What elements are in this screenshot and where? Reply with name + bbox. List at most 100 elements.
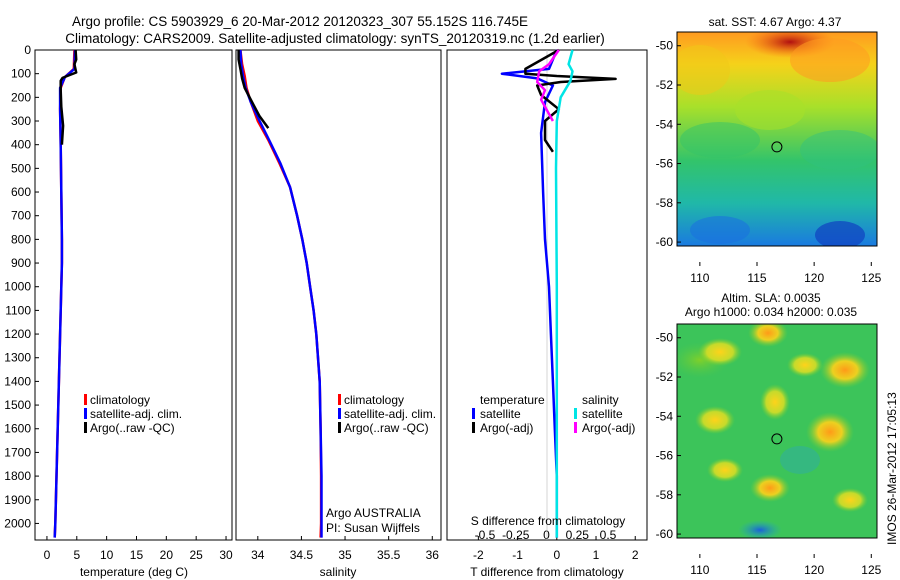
lat-tick-label: -60 — [656, 527, 674, 541]
sla-map-frame — [676, 323, 878, 539]
sst-map-panel: sat. SST: 4.67 Argo: 4.37 -50-52-54-56-5… — [656, 15, 882, 285]
lon-tick-label: 110 — [690, 563, 709, 577]
depth-tick-label: 500 — [11, 161, 31, 175]
lat-tick-label: -56 — [656, 157, 674, 171]
depth-tick-label: 0 — [24, 43, 31, 57]
x-tick-label: 36 — [426, 548, 440, 562]
salinity-plot-frame — [235, 49, 442, 541]
depth-tick-label: 900 — [11, 256, 31, 270]
lon-tick-label: 110 — [690, 271, 709, 285]
sst-heatmap — [677, 32, 877, 246]
x-tick-label: 34.5 — [290, 548, 314, 562]
lat-tick-label: -52 — [656, 78, 674, 92]
legend-swatch-s-satellite — [574, 408, 577, 419]
s-difference-axis-label: S difference from climatology — [471, 514, 626, 528]
series-line — [239, 49, 323, 538]
sst-map-title: sat. SST: 4.67 Argo: 4.37 — [709, 15, 842, 29]
depth-tick-label: 1600 — [4, 422, 31, 436]
legend-label-climatology: climatology — [344, 393, 404, 407]
depth-tick-label: 800 — [11, 232, 31, 246]
legend-label-s-argo: Argo(-adj) — [582, 421, 635, 435]
sla-map-axes: -50 -52 -54 -56 -58 -60 110 115 120 125 — [656, 331, 882, 577]
legend-swatch-t-argo — [472, 422, 475, 433]
legend-swatch-argo — [338, 422, 341, 433]
x-tick-label: 35.5 — [377, 548, 401, 562]
legend-title-temperature: temperature — [480, 393, 545, 407]
x-tick-label: 20 — [160, 548, 174, 562]
sla-map-title-line2: Argo h1000: 0.034 h2000: 0.035 — [685, 305, 857, 319]
x-tick-label: 15 — [130, 548, 144, 562]
legend-swatch-satellite — [338, 408, 341, 419]
depth-tick-label: 700 — [11, 209, 31, 223]
salinity-panel: 34 34.5 35 35.5 36 climatology satellite-adj… — [235, 49, 442, 579]
legend-swatch-t-satellite — [472, 408, 475, 419]
x-tick-label: 25 — [190, 548, 204, 562]
lon-tick-label: 120 — [804, 271, 824, 285]
figure-title-line1: Argo profile: CS 5903929_6 20-Mar-2012 2… — [72, 14, 528, 29]
temperature-panel: 0100200300400500600700800900100011001200… — [4, 43, 233, 579]
depth-tick-label: 2000 — [4, 516, 31, 530]
lat-tick-label: -58 — [656, 488, 674, 502]
depth-tick-label: 200 — [11, 90, 31, 104]
argo-position-marker — [771, 141, 783, 153]
sla-map-panel: Altim. SLA: 0.0035 Argo h1000: 0.034 h20… — [656, 291, 882, 577]
legend-label-argo: Argo(..raw -QC) — [90, 421, 175, 435]
sst-map-frame — [676, 31, 878, 247]
lat-tick-label: -52 — [656, 370, 674, 384]
lat-tick-label: -60 — [656, 235, 674, 249]
x-tick-label: 35 — [338, 548, 352, 562]
legend-label-t-argo: Argo(-adj) — [480, 421, 533, 435]
temperature-plot-frame — [34, 49, 233, 541]
series-line — [524, 48, 617, 153]
legend-title-salinity: salinity — [582, 393, 619, 407]
temperature-series — [53, 49, 78, 538]
imos-timestamp: IMOS 26-Mar-2012 17:05:13 — [885, 392, 899, 545]
argo-pi-label: PI: Susan Wijffels — [326, 521, 420, 535]
difference-panel: -2 -1 0 1 2 -0.5 -0.25 0 0.25 0.5 temperature sa… — [446, 48, 648, 579]
x-tick-label: 30 — [219, 548, 233, 562]
series-line — [59, 49, 78, 145]
depth-tick-label: 1700 — [4, 445, 31, 459]
temperature-axis-label: temperature (deg C) — [80, 565, 188, 579]
legend-swatch-argo — [84, 422, 87, 433]
salinity-legend: climatology satellite-adj. clim. Argo(..… — [338, 393, 436, 435]
t-difference-axis-label: T difference from climatology — [470, 565, 624, 579]
depth-tick-label: 400 — [11, 138, 31, 152]
legend-label-s-satellite: satellite — [582, 407, 623, 421]
x-tick-label: 1 — [593, 548, 600, 562]
temperature-legend: climatology satellite-adj. clim. Argo(..… — [84, 393, 182, 435]
s-difference-x-axis: -0.5 -0.25 0 0.25 0.5 — [475, 528, 617, 542]
lat-tick-label: -54 — [656, 117, 674, 131]
figure-title-line2: Climatology: CARS2009. Satellite-adjuste… — [65, 31, 605, 46]
lat-tick-label: -50 — [656, 331, 674, 345]
series-line — [535, 49, 560, 122]
sla-map-title-line1: Altim. SLA: 0.0035 — [721, 291, 821, 305]
x-tick-label: 0 — [44, 548, 51, 562]
x-tick-label: 34 — [251, 548, 265, 562]
lon-tick-label: 115 — [747, 563, 766, 577]
legend-label-climatology: climatology — [90, 393, 150, 407]
lon-tick-label: 125 — [861, 563, 881, 577]
x-tick-label: 0 — [553, 548, 560, 562]
depth-axis: 0 100 200 300 400 500 600 700 800 900 1000 1100 1200… — [4, 43, 39, 530]
lon-tick-label: 115 — [747, 271, 766, 285]
lon-tick-label: 120 — [804, 563, 824, 577]
series-line — [239, 49, 323, 538]
depth-tick-label: 100 — [11, 67, 31, 81]
depth-tick-label: 300 — [11, 114, 31, 128]
depth-tick-label: 1800 — [4, 469, 31, 483]
legend-label-satellite: satellite-adj. clim. — [344, 407, 436, 421]
x-tick-label: -1 — [512, 548, 523, 562]
argo-position-marker — [771, 433, 783, 445]
legend-label-satellite: satellite-adj. clim. — [90, 407, 182, 421]
lat-tick-label: -50 — [656, 39, 674, 53]
lat-tick-label: -54 — [656, 409, 674, 423]
depth-tick-label: 1300 — [4, 351, 31, 365]
depth-tick-label: 1900 — [4, 493, 31, 507]
x-tick-label: 10 — [100, 548, 114, 562]
legend-swatch-satellite — [84, 408, 87, 419]
difference-legend: temperature salinity satellite Argo(-adj… — [472, 393, 635, 435]
lat-tick-label: -56 — [656, 449, 674, 463]
series-line — [554, 49, 574, 538]
